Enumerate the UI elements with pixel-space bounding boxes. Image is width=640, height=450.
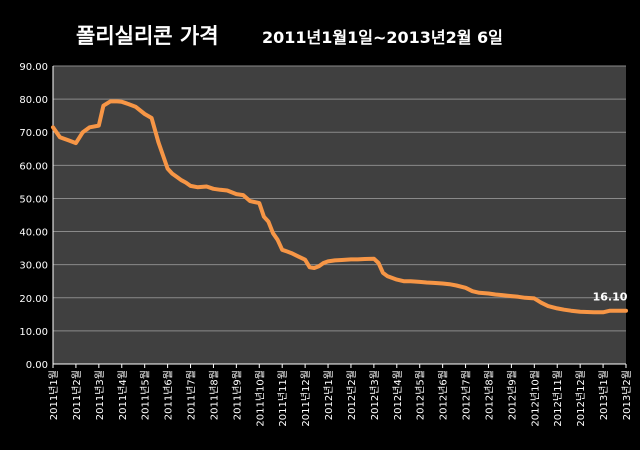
price-line xyxy=(51,99,628,315)
x-tick-label: 2011년6월 xyxy=(163,370,175,420)
x-tick-label: 2013년2월 xyxy=(621,370,633,420)
x-tick-label: 2011년11월 xyxy=(277,370,289,427)
data-labels: 16.10 xyxy=(593,291,628,304)
x-tick-label: 2011년10월 xyxy=(254,370,266,427)
x-tick-label: 2012년1월 xyxy=(323,370,335,420)
data-label: 16.10 xyxy=(593,291,628,304)
x-tick-label: 2011년3월 xyxy=(94,370,106,420)
x-tick-label: 2013년1월 xyxy=(598,370,610,420)
x-tick-label: 2012년8월 xyxy=(483,370,495,420)
y-tick-label: 40.00 xyxy=(19,228,48,239)
y-tick-label: 50.00 xyxy=(19,194,48,205)
x-tick-label: 2012년4월 xyxy=(392,370,404,420)
x-tick-label: 2011년7월 xyxy=(186,370,198,420)
x-tick-label: 2012년2월 xyxy=(346,370,358,420)
chart-subtitle: 2011년1월1일~2013년2월 6일 xyxy=(262,28,503,47)
x-tick-label: 2011년8월 xyxy=(208,370,220,420)
x-tick-label: 2011년2월 xyxy=(71,370,83,420)
chart-title: 폴리실리콘 가격 xyxy=(76,24,219,48)
y-tick-label: 10.00 xyxy=(19,327,48,338)
x-tick-label: 2012년7월 xyxy=(461,370,473,420)
x-tick-label: 2012년3월 xyxy=(369,370,381,420)
x-tick-label: 2012년11월 xyxy=(552,370,564,427)
y-tick-label: 60.00 xyxy=(19,161,48,172)
x-tick-label: 2011년9월 xyxy=(231,370,243,420)
y-tick-label: 70.00 xyxy=(19,128,48,139)
x-tick-label: 2012년9월 xyxy=(506,370,518,420)
gridlines xyxy=(53,65,626,332)
y-tick-label: 0.00 xyxy=(26,360,48,371)
y-tick-label: 90.00 xyxy=(19,62,48,73)
y-tick-label: 20.00 xyxy=(19,294,48,305)
x-tick-label: 2011년1월 xyxy=(48,370,60,420)
x-tick-label: 2011년12월 xyxy=(300,370,312,427)
y-tick-label: 30.00 xyxy=(19,261,48,272)
series-layer xyxy=(51,99,628,315)
axes: 0.00 10.00 20.00 30.00 40.00 50.00 60.00 70.00 8… xyxy=(19,62,633,427)
x-tick-label: 2012년12월 xyxy=(575,370,587,427)
x-tick-label: 2012년6월 xyxy=(438,370,450,420)
y-tick-label: 80.00 xyxy=(19,95,48,106)
x-tick-label: 2012년10월 xyxy=(529,370,541,427)
x-tick-label: 2011년5월 xyxy=(140,370,152,420)
x-tick-label: 2011년4월 xyxy=(117,370,129,420)
x-tick-label: 2012년5월 xyxy=(415,370,427,420)
